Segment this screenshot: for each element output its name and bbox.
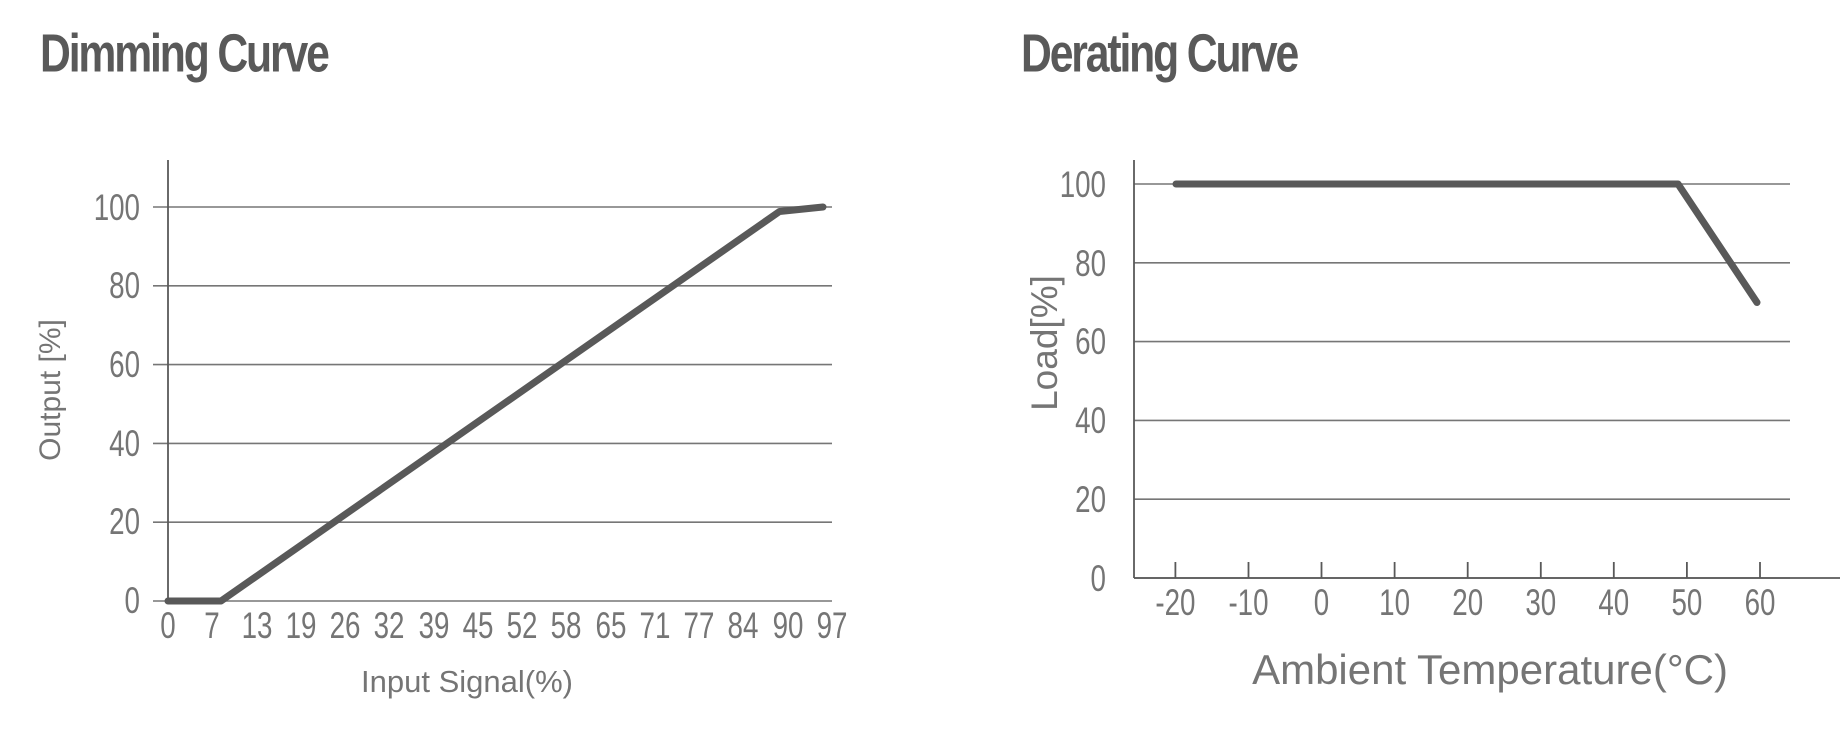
svg-text:0: 0 [160, 604, 175, 646]
svg-text:97: 97 [817, 604, 848, 646]
svg-text:52: 52 [507, 604, 538, 646]
svg-text:-20: -20 [1155, 581, 1195, 623]
svg-text:Load[%]: Load[%] [1024, 275, 1065, 411]
svg-text:50: 50 [1671, 581, 1702, 623]
svg-text:84: 84 [728, 604, 759, 646]
svg-text:90: 90 [773, 604, 804, 646]
svg-text:100: 100 [1060, 163, 1106, 205]
svg-text:20: 20 [1075, 478, 1106, 520]
svg-text:60: 60 [109, 343, 140, 385]
svg-text:100: 100 [94, 186, 140, 228]
svg-text:10: 10 [1379, 581, 1410, 623]
svg-text:26: 26 [330, 604, 361, 646]
svg-text:80: 80 [1075, 242, 1106, 284]
svg-text:7: 7 [204, 604, 219, 646]
svg-text:40: 40 [1598, 581, 1629, 623]
svg-text:Input Signal(%): Input Signal(%) [361, 664, 573, 699]
svg-text:0: 0 [1314, 581, 1329, 623]
svg-text:0: 0 [1091, 557, 1106, 599]
svg-text:Output [%]: Output [%] [34, 319, 67, 461]
svg-text:19: 19 [286, 604, 317, 646]
svg-text:45: 45 [463, 604, 494, 646]
svg-text:71: 71 [640, 604, 671, 646]
svg-text:30: 30 [1525, 581, 1556, 623]
svg-text:20: 20 [109, 500, 140, 542]
svg-text:-10: -10 [1228, 581, 1268, 623]
svg-text:65: 65 [596, 604, 627, 646]
svg-text:0: 0 [125, 579, 140, 621]
svg-text:77: 77 [684, 604, 715, 646]
svg-text:80: 80 [109, 264, 140, 306]
svg-text:60: 60 [1075, 320, 1106, 362]
svg-text:60: 60 [1745, 581, 1776, 623]
svg-text:40: 40 [109, 422, 140, 464]
svg-text:32: 32 [374, 604, 405, 646]
svg-text:40: 40 [1075, 399, 1106, 441]
svg-text:39: 39 [419, 604, 450, 646]
svg-text:Ambient Temperature(°C): Ambient Temperature(°C) [1252, 646, 1728, 693]
svg-text:58: 58 [551, 604, 582, 646]
svg-text:13: 13 [242, 604, 273, 646]
svg-text:20: 20 [1452, 581, 1483, 623]
